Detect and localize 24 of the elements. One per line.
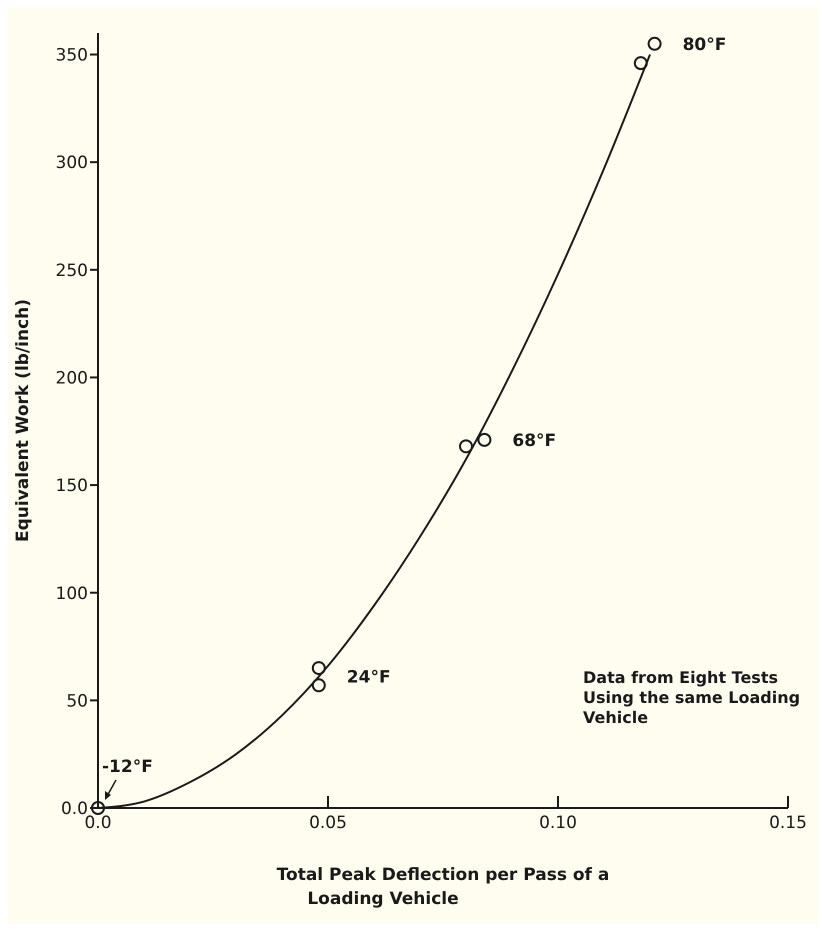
x-tick-label: 0.0	[84, 813, 112, 834]
annotation: 80°F	[682, 34, 726, 55]
y-tick-label: 300	[56, 153, 88, 174]
y-axis-title: Equivalent Work (lb/inch)	[13, 298, 33, 542]
annotation: 24°F	[346, 668, 391, 688]
y-tick-label: 100	[56, 584, 88, 604]
point	[648, 36, 662, 51]
y-tick-label: 350	[56, 46, 88, 66]
y-tick-label: 150	[56, 476, 88, 496]
x-tick-label: 0.05	[309, 813, 347, 834]
annotation: 68°F	[512, 430, 556, 451]
point	[477, 432, 492, 447]
point	[459, 439, 473, 454]
x-axis-title: Total Peak Deflection per Pass of a Loading Vehicle	[276, 865, 610, 909]
y-tick-label: 250	[56, 260, 88, 281]
point	[634, 56, 648, 70]
x-tick-label: 0.10	[539, 813, 577, 834]
annotation: Data from Eight Tests Using the same Loading Vehicle	[583, 668, 802, 728]
x-tick-label: 0.15	[769, 813, 807, 834]
annotation: -12°F	[102, 757, 153, 777]
point	[312, 678, 326, 692]
y-tick-label: 200	[56, 368, 88, 388]
point	[312, 661, 326, 676]
y-tick-label: 50	[66, 691, 88, 712]
